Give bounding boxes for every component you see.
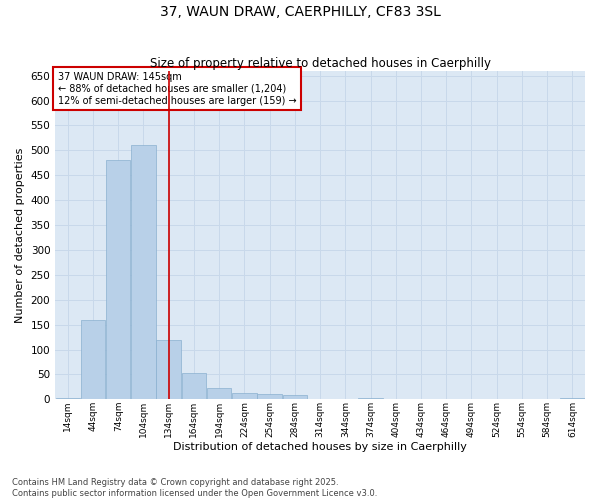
Bar	[283, 396, 307, 400]
Bar	[182, 374, 206, 400]
Bar	[131, 146, 156, 400]
Bar	[257, 394, 282, 400]
Bar	[157, 340, 181, 400]
Bar	[358, 398, 383, 400]
Title: Size of property relative to detached houses in Caerphilly: Size of property relative to detached ho…	[149, 56, 491, 70]
Bar	[106, 160, 130, 400]
Text: Contains HM Land Registry data © Crown copyright and database right 2025.
Contai: Contains HM Land Registry data © Crown c…	[12, 478, 377, 498]
Bar	[56, 398, 80, 400]
Bar	[560, 398, 584, 400]
Bar	[232, 394, 257, 400]
Text: 37, WAUN DRAW, CAERPHILLY, CF83 3SL: 37, WAUN DRAW, CAERPHILLY, CF83 3SL	[160, 5, 440, 19]
Text: 37 WAUN DRAW: 145sqm
← 88% of detached houses are smaller (1,204)
12% of semi-de: 37 WAUN DRAW: 145sqm ← 88% of detached h…	[58, 72, 296, 106]
Bar	[207, 388, 232, 400]
X-axis label: Distribution of detached houses by size in Caerphilly: Distribution of detached houses by size …	[173, 442, 467, 452]
Bar	[81, 320, 105, 400]
Y-axis label: Number of detached properties: Number of detached properties	[15, 148, 25, 322]
